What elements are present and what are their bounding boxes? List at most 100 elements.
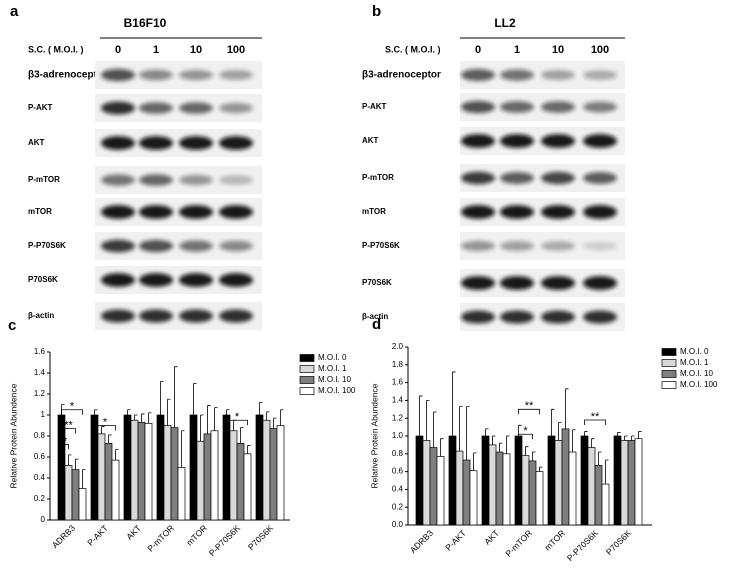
bar [469, 470, 478, 526]
panel-label: b [372, 3, 381, 20]
protein-label: P-AKT [362, 102, 387, 111]
lane-label: 10 [190, 44, 202, 56]
blot-band [541, 101, 575, 113]
error-bar [638, 431, 642, 439]
blot-band [139, 69, 173, 81]
error-bar [280, 409, 284, 426]
blot-band [139, 309, 173, 323]
x-tick-label: P70S6K [246, 523, 275, 552]
protein-label: β-actin [362, 312, 388, 321]
x-tick-label: mTOR [184, 523, 209, 548]
bar [415, 435, 424, 526]
x-tick-label: P-mTOR [145, 523, 176, 554]
bar [71, 469, 80, 521]
error-bar [452, 371, 456, 436]
blot-band [583, 241, 617, 251]
y-tick-label: 0.8 [392, 449, 404, 458]
lane-label: 0 [115, 44, 121, 56]
protein-label: AKT [28, 138, 45, 147]
bar [229, 430, 238, 521]
bar [262, 419, 271, 521]
blot-band [583, 70, 617, 80]
bar [495, 451, 504, 526]
error-bar [525, 446, 529, 456]
y-tick-label: 0.6 [392, 467, 404, 476]
cell-line: B16F10 [124, 16, 167, 30]
bar [462, 459, 471, 526]
legend-swatch [661, 370, 677, 378]
x-tick-label: AKT [482, 528, 501, 547]
error-bar [141, 413, 145, 423]
blot-band [583, 276, 617, 290]
error-bar [148, 412, 152, 424]
error-bar [101, 426, 105, 434]
legend-swatch [299, 387, 315, 395]
error-bar [631, 435, 635, 441]
legend-swatch [299, 365, 315, 373]
y-tick-label: 0.2 [34, 494, 46, 503]
legend-swatch [661, 359, 677, 367]
significance: ** [64, 420, 73, 432]
error-bar [259, 402, 263, 415]
error-bar [539, 466, 543, 472]
blot-band [583, 101, 617, 113]
y-tick-label: 1 [41, 410, 46, 419]
blot-band [139, 239, 173, 253]
bar [634, 438, 643, 526]
bar [448, 435, 457, 526]
y-tick-label: 1.4 [34, 368, 46, 377]
protein-label: P-mTOR [362, 173, 394, 182]
bar [97, 433, 106, 521]
error-bar [459, 406, 463, 452]
legend-label: M.O.I. 1 [318, 364, 347, 373]
blot-band [500, 205, 534, 219]
blot-band [179, 273, 213, 287]
lane-label: 10 [552, 44, 564, 56]
bar [620, 440, 629, 526]
blot-band [461, 310, 495, 324]
x-tick-label: P-P70S6K [565, 528, 600, 563]
bar [137, 422, 146, 521]
error-bar [426, 400, 430, 441]
x-tick-label: mTOR [542, 528, 567, 553]
y-tick-label: 0.0 [392, 520, 404, 529]
bar [422, 440, 431, 526]
blot-band [541, 171, 575, 185]
bar [111, 459, 120, 521]
error-bar [193, 383, 197, 415]
error-bar [473, 452, 477, 471]
bar [170, 427, 179, 521]
bar [561, 428, 570, 526]
error-bar [598, 451, 602, 466]
bar [554, 440, 563, 526]
blot-band [219, 240, 253, 252]
error-bar [565, 388, 569, 429]
blot-band [101, 174, 135, 186]
bar [177, 467, 186, 521]
legend-label: M.O.I. 0 [318, 353, 347, 362]
blot-band [461, 100, 495, 114]
blot-band [500, 240, 534, 252]
error-bar [605, 459, 609, 485]
bar [488, 444, 497, 526]
significance: * [523, 425, 528, 437]
error-bar [506, 435, 510, 454]
bar [535, 471, 544, 526]
error-bar [108, 434, 112, 444]
blot-band [139, 174, 173, 186]
y-tick-label: 0.4 [34, 473, 46, 482]
x-tick-label: AKT [124, 523, 143, 542]
blot-band [101, 136, 135, 150]
legend-label: M.O.I. 1 [680, 358, 709, 367]
panel-label: d [372, 316, 381, 333]
error-bar [591, 438, 595, 448]
bar [104, 443, 113, 521]
protein-label: P-AKT [28, 103, 53, 112]
error-bar [207, 405, 211, 434]
blot-band [179, 69, 213, 81]
lane-label: 100 [591, 44, 609, 56]
bar [594, 465, 603, 526]
bar [613, 435, 622, 526]
y-tick-label: 0 [41, 515, 46, 524]
protein-label: mTOR [28, 207, 52, 216]
